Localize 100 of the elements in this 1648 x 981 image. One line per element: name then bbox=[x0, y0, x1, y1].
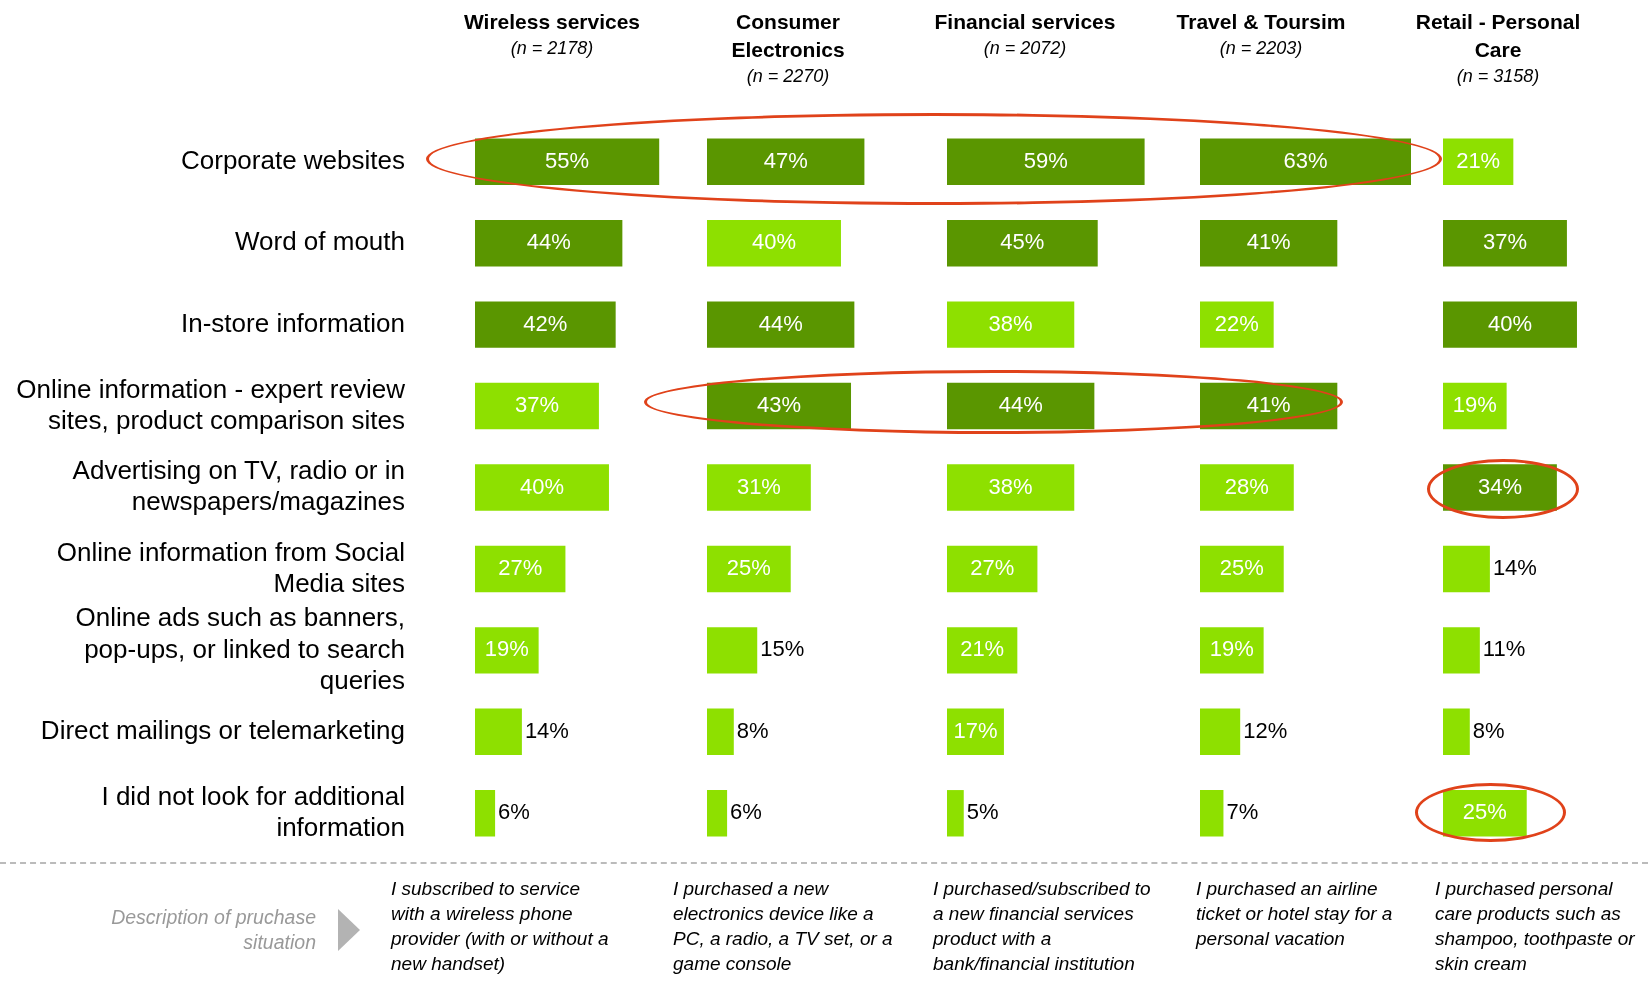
y-tick-label: Advertising on TV, radio or in newspapers/magazines bbox=[72, 455, 405, 517]
bar bbox=[707, 545, 791, 593]
data-label: 7% bbox=[1226, 799, 1259, 825]
chart-title: Retail - Personal Care bbox=[1414, 9, 1582, 63]
bar bbox=[475, 708, 522, 756]
data-label: 19% bbox=[484, 636, 529, 662]
bar bbox=[475, 219, 623, 267]
bar bbox=[1200, 219, 1338, 267]
y-tick-label: Word of mouth bbox=[234, 226, 405, 257]
y-tick-label: Online information - expert review sites, product comparison sites bbox=[16, 373, 406, 435]
data-label: 14% bbox=[524, 717, 569, 743]
chart-subtitle: (n = 2072) bbox=[982, 37, 1068, 60]
data-label: 44% bbox=[758, 310, 803, 336]
data-label: 8% bbox=[1472, 717, 1505, 743]
bar bbox=[475, 464, 609, 511]
text: I purchased/subscribed to a new financial services product with a bank/financial institution bbox=[933, 877, 1152, 976]
data-label: 38% bbox=[988, 473, 1033, 499]
bar bbox=[1443, 219, 1567, 267]
data-label: 42% bbox=[523, 310, 568, 336]
chart-title: Financial services bbox=[933, 9, 1117, 35]
bar bbox=[475, 382, 599, 430]
data-label: 55% bbox=[545, 147, 590, 173]
data-label: 15% bbox=[760, 636, 805, 662]
data-label: 27% bbox=[970, 555, 1015, 581]
data-label: 43% bbox=[756, 392, 802, 418]
bar bbox=[947, 219, 1098, 267]
bar bbox=[947, 627, 1018, 674]
bar bbox=[1200, 301, 1274, 348]
text: I purchased personal care products such as shampoo, toothpaste or skin cream bbox=[1435, 877, 1636, 976]
bar bbox=[1200, 708, 1241, 756]
data-label: 38% bbox=[988, 310, 1033, 336]
data-label: 59% bbox=[1023, 147, 1068, 173]
chart-title: Wireless services bbox=[462, 9, 642, 35]
bar bbox=[475, 627, 539, 674]
chart-subtitle: (n = 3158) bbox=[1455, 65, 1541, 88]
text: I subscribed to service with a wireless phone provider (with or without a new handset) bbox=[391, 877, 610, 976]
data-label: 22% bbox=[1214, 310, 1259, 336]
bar bbox=[947, 464, 1075, 511]
bar bbox=[947, 138, 1145, 185]
bar bbox=[1443, 708, 1470, 756]
y-tick-label: In-store information bbox=[181, 307, 405, 338]
y-tick-label: Online ads such as banners, pop-ups, or linked to search queries bbox=[75, 602, 405, 695]
bar bbox=[1443, 464, 1557, 511]
data-label: 6% bbox=[730, 799, 762, 825]
y-tick-label: Online information from Social Media sites bbox=[56, 536, 405, 598]
bar bbox=[947, 301, 1075, 348]
data-label: 5% bbox=[966, 799, 999, 825]
y-tick-label: I did not look for additional information bbox=[101, 780, 405, 843]
data-label: 45% bbox=[1000, 229, 1045, 255]
data-label: 44% bbox=[526, 229, 571, 255]
data-label: 40% bbox=[519, 473, 565, 499]
data-label: 8% bbox=[736, 717, 769, 743]
bar bbox=[475, 301, 616, 348]
data-label: 41% bbox=[1246, 229, 1291, 255]
bar bbox=[1200, 627, 1264, 674]
bar bbox=[1200, 790, 1224, 837]
bar bbox=[1443, 790, 1527, 837]
bar bbox=[1443, 627, 1480, 674]
data-label: 37% bbox=[1482, 229, 1527, 255]
bar bbox=[707, 138, 865, 185]
bar bbox=[947, 790, 964, 837]
text: Description of pruchase situation bbox=[110, 905, 316, 955]
data-label: 12% bbox=[1243, 717, 1288, 743]
data-label: 19% bbox=[1452, 392, 1497, 418]
data-label: 41% bbox=[1246, 392, 1291, 418]
y-tick-label: Direct mailings or telemarketing bbox=[40, 715, 405, 746]
chart-title: Consumer Electronics bbox=[730, 9, 846, 63]
chart-subtitle: (n = 2178) bbox=[509, 37, 595, 60]
data-label: 27% bbox=[498, 555, 543, 581]
bar bbox=[947, 545, 1038, 593]
data-label: 47% bbox=[763, 147, 808, 173]
chart-title: Travel & Toursim bbox=[1175, 9, 1347, 35]
bar bbox=[707, 627, 758, 674]
data-label: 40% bbox=[1487, 310, 1533, 336]
data-label: 19% bbox=[1209, 636, 1254, 662]
bar bbox=[475, 138, 660, 185]
bar bbox=[1443, 545, 1490, 593]
data-label: 11% bbox=[1482, 636, 1526, 662]
bar bbox=[947, 382, 1095, 430]
bar bbox=[1200, 545, 1284, 593]
text: I purchased a new electronics device like a PC, a radio, a TV set, or a game console bbox=[673, 877, 894, 976]
bar bbox=[1200, 464, 1294, 511]
data-label: 25% bbox=[726, 555, 771, 581]
data-label: 34% bbox=[1477, 473, 1522, 499]
data-label: 28% bbox=[1224, 473, 1269, 499]
text: I purchased an airline ticket or hotel stay for a personal vacation bbox=[1196, 877, 1394, 951]
data-label: 31% bbox=[736, 473, 781, 499]
bar bbox=[475, 790, 496, 837]
bar bbox=[707, 464, 811, 511]
bar bbox=[1200, 138, 1411, 185]
data-label: 63% bbox=[1283, 147, 1328, 173]
data-label: 25% bbox=[1219, 555, 1264, 581]
bar bbox=[707, 790, 728, 837]
chart-subtitle: (n = 2270) bbox=[745, 65, 831, 88]
bar bbox=[707, 708, 734, 756]
data-label: 21% bbox=[960, 636, 1005, 662]
data-label: 40% bbox=[751, 229, 797, 255]
bar bbox=[707, 301, 855, 348]
data-label: 37% bbox=[514, 392, 559, 418]
bar bbox=[707, 219, 841, 267]
